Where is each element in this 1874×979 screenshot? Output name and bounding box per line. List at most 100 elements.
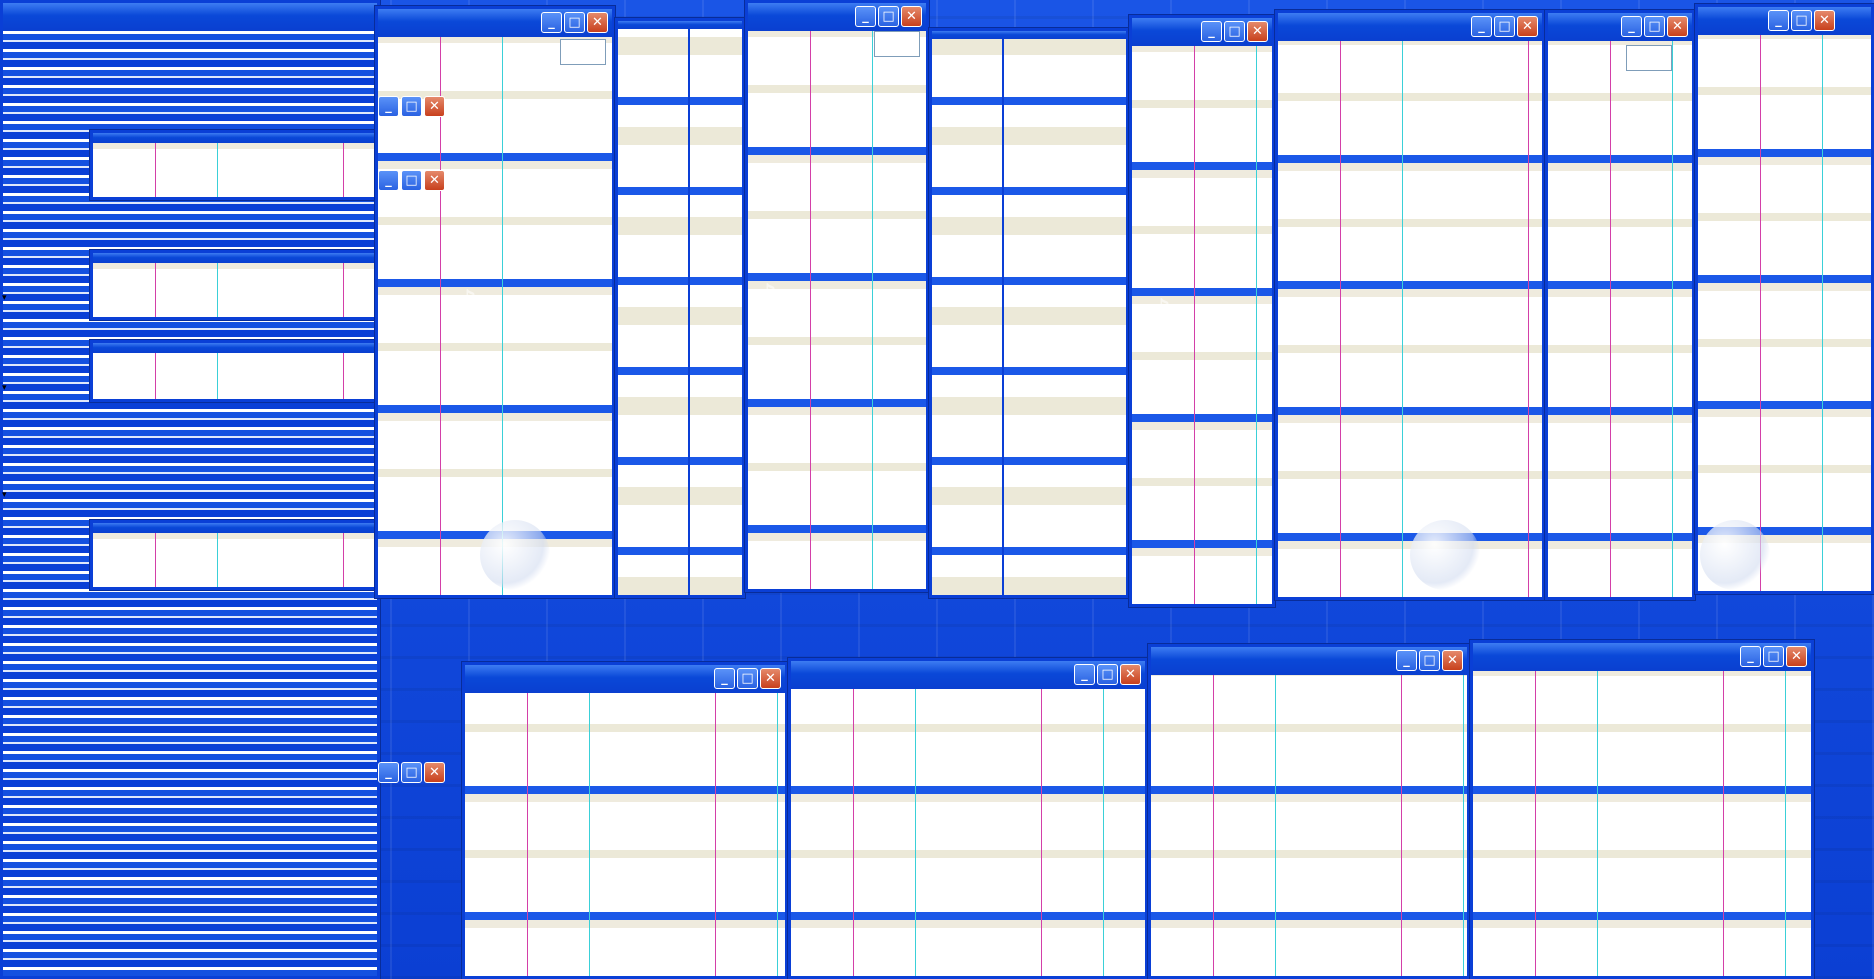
window-left-pane-2[interactable] [90, 250, 380, 320]
window-titlebar[interactable]: _ □ ✕ [465, 665, 785, 694]
window-titlebar[interactable]: _ □ ✕ [791, 661, 1145, 690]
minimize-button[interactable]: _ [1768, 10, 1789, 31]
window-4[interactable] [929, 28, 1129, 598]
window-titlebar[interactable]: _ □ ✕ [1473, 643, 1811, 672]
window-controls: _ □ ✕ [541, 12, 608, 33]
window-controls: _ □ ✕ [714, 668, 781, 689]
input-field[interactable] [1626, 45, 1672, 71]
close-button[interactable]: ✕ [760, 668, 781, 689]
window-5[interactable]: _ □ ✕ ♪ [1129, 15, 1275, 607]
music-note-icon: ♪ [758, 278, 778, 313]
window-6[interactable]: _ □ ✕ ♪ [1275, 10, 1545, 600]
window-left-pane-1[interactable] [90, 130, 380, 200]
window-titlebar[interactable]: _ □ ✕ [1548, 13, 1692, 42]
window-left-pane-4[interactable] [90, 520, 380, 590]
input-field[interactable] [874, 31, 920, 57]
window-7[interactable]: _ □ ✕ [1545, 10, 1695, 600]
dropdown-icon[interactable]: ▾ [2, 490, 7, 500]
window-content [93, 533, 377, 587]
window-content [1548, 41, 1692, 597]
maximize-button[interactable]: □ [1224, 21, 1245, 42]
window-8[interactable]: _ □ ✕ ♪ [1695, 4, 1874, 594]
window-controls: _ □ ✕ [1621, 16, 1688, 37]
dropdown-icon[interactable]: ▾ [2, 293, 7, 303]
window-titlebar[interactable]: _ □ ✕ [1698, 7, 1871, 36]
maximize-button[interactable]: □ [1644, 16, 1665, 37]
minimize-button[interactable]: _ [1074, 664, 1095, 685]
maximize-button[interactable]: □ [1419, 650, 1440, 671]
window-10[interactable]: _ □ ✕ [788, 658, 1148, 979]
maximize-button[interactable]: □ [737, 668, 758, 689]
maximize-button[interactable]: □ [401, 170, 422, 191]
maximize-button[interactable]: □ [1097, 664, 1118, 685]
maximize-button[interactable]: □ [1791, 10, 1812, 31]
window-content: ♪ [1278, 41, 1542, 597]
window-titlebar[interactable]: _ □ ✕ [378, 9, 612, 38]
maximize-button[interactable]: □ [401, 96, 422, 117]
window-11[interactable]: _ □ ✕ [1148, 644, 1470, 979]
close-button[interactable]: ✕ [1517, 16, 1538, 37]
minimize-button[interactable]: _ [1201, 21, 1222, 42]
minimize-button[interactable]: _ [541, 12, 562, 33]
minimize-button[interactable]: _ [1471, 16, 1492, 37]
window-12[interactable]: _ □ ✕ [1470, 640, 1814, 979]
minimize-button[interactable]: _ [714, 668, 735, 689]
window-content [791, 689, 1145, 976]
maximize-button[interactable]: □ [878, 6, 899, 27]
input-field[interactable] [560, 39, 606, 65]
close-button[interactable]: ✕ [424, 170, 445, 191]
dropdown-icon[interactable]: ▾ [2, 383, 7, 393]
close-button[interactable]: ✕ [901, 6, 922, 27]
window-content [618, 29, 742, 595]
maximize-button[interactable]: □ [401, 762, 422, 783]
window-titlebar[interactable]: _ □ ✕ [1151, 647, 1467, 676]
window-controls: _ □ ✕ [378, 762, 445, 783]
window-1[interactable]: _ □ ✕ ♪ ♪ [375, 6, 615, 598]
minimize-button[interactable]: _ [1621, 16, 1642, 37]
music-note-icon: ♪ [1152, 293, 1172, 328]
window-content [93, 353, 377, 399]
window-controls: _ □ ✕ [1201, 21, 1268, 42]
close-button[interactable]: ✕ [1814, 10, 1835, 31]
window-9[interactable]: _ □ ✕ [462, 662, 788, 979]
window-titlebar[interactable] [3, 3, 377, 32]
maximize-button[interactable]: □ [1763, 646, 1784, 667]
minimize-button[interactable]: _ [855, 6, 876, 27]
window-controls: _ □ ✕ [1471, 16, 1538, 37]
window-controls: _ □ ✕ [378, 170, 445, 191]
orb-decoration [1700, 520, 1770, 590]
music-note-icon: ♪ [1798, 92, 1818, 127]
minimize-button[interactable]: _ [378, 96, 399, 117]
window-content: ♪ ♪ [378, 37, 612, 595]
window-content [1473, 671, 1811, 976]
window-3[interactable]: _ □ ✕ ♪ ♪ [745, 0, 929, 592]
close-button[interactable]: ✕ [1120, 664, 1141, 685]
minimize-button[interactable]: _ [1396, 650, 1417, 671]
music-note-icon: ♪ [818, 88, 838, 123]
window-titlebar[interactable]: _ □ ✕ [1278, 13, 1542, 42]
minimize-button[interactable]: _ [378, 170, 399, 191]
window-2[interactable] [615, 18, 745, 598]
minimize-button[interactable]: _ [378, 762, 399, 783]
close-button[interactable]: ✕ [1667, 16, 1688, 37]
window-titlebar[interactable]: _ □ ✕ [1132, 18, 1272, 47]
window-left-pane-3[interactable] [90, 340, 380, 402]
window-controls: _ □ ✕ [1074, 664, 1141, 685]
maximize-button[interactable]: □ [1494, 16, 1515, 37]
close-button[interactable]: ✕ [1786, 646, 1807, 667]
music-note-icon: ♪ [1348, 98, 1368, 133]
close-button[interactable]: ✕ [1247, 21, 1268, 42]
window-content [932, 39, 1126, 595]
close-button[interactable]: ✕ [424, 762, 445, 783]
minimize-button[interactable]: _ [1740, 646, 1761, 667]
window-controls: _ □ ✕ [1396, 650, 1463, 671]
window-content: ♪ [1698, 35, 1871, 591]
maximize-button[interactable]: □ [564, 12, 585, 33]
window-content: ♪ ♪ [748, 31, 926, 589]
close-button[interactable]: ✕ [587, 12, 608, 33]
close-button[interactable]: ✕ [1442, 650, 1463, 671]
close-button[interactable]: ✕ [424, 96, 445, 117]
window-controls: _ □ ✕ [1740, 646, 1807, 667]
window-titlebar[interactable]: _ □ ✕ [748, 3, 926, 32]
